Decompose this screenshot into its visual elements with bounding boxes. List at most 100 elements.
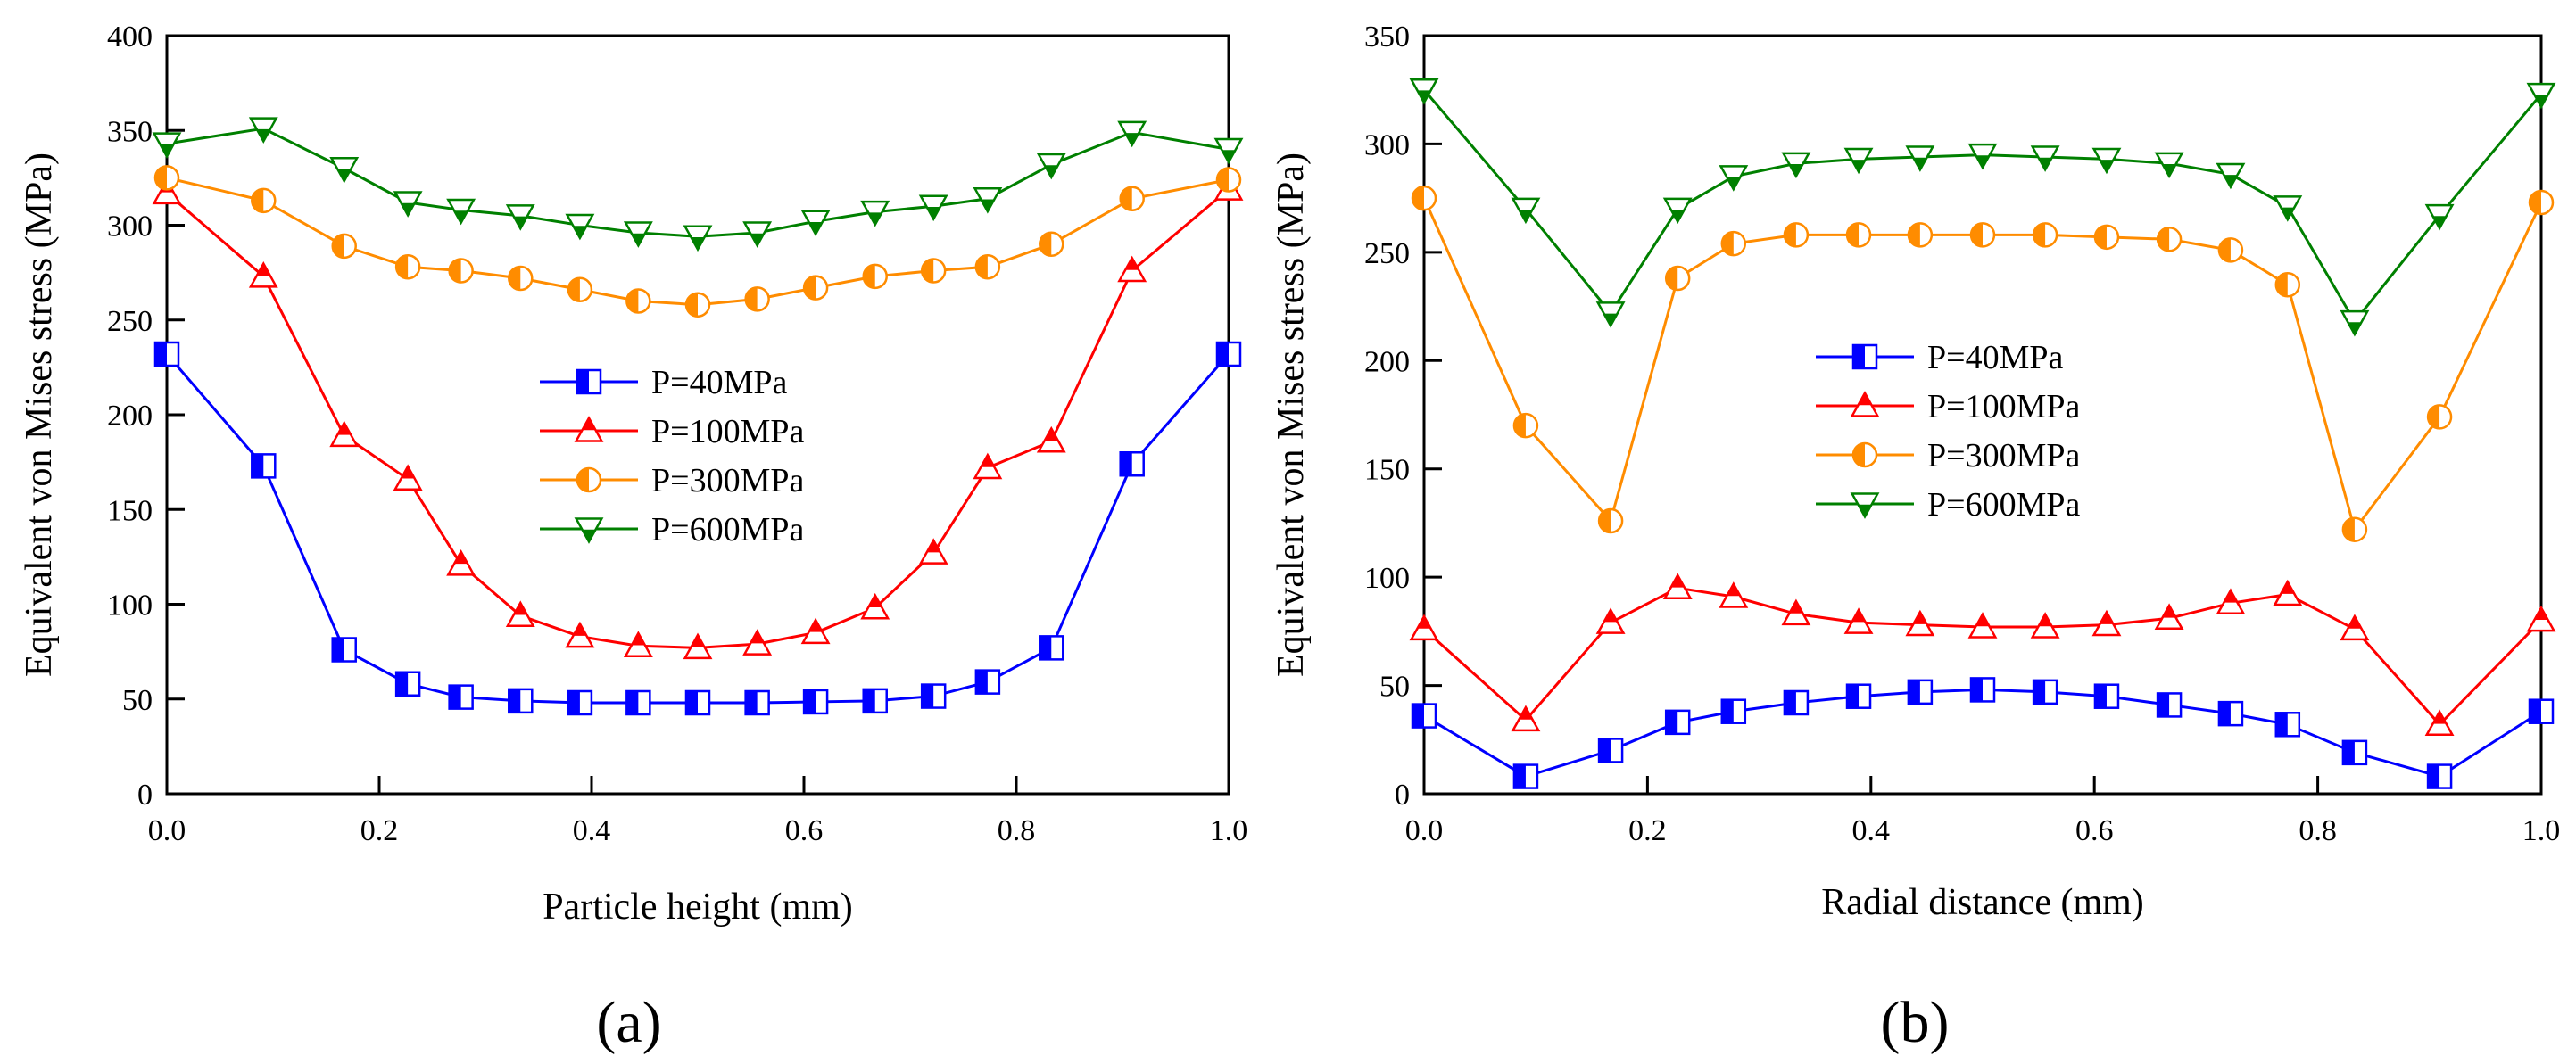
legend-item: P=40MPa [1816, 339, 2063, 376]
data-point [2340, 309, 2370, 337]
data-point [1843, 607, 1874, 634]
y-tick-label: 100 [1364, 562, 1410, 595]
data-point [1411, 703, 1437, 729]
data-point [331, 637, 357, 663]
data-point [2154, 603, 2184, 630]
data-point [1411, 185, 1437, 211]
x-tick-label: 0.8 [998, 814, 1036, 847]
data-point [1215, 341, 1242, 367]
data-point [505, 600, 535, 627]
data-point [1783, 689, 1810, 716]
x-tick-label: 1.0 [2522, 814, 2561, 847]
data-point [2424, 203, 2455, 231]
data-point [393, 464, 423, 491]
legend-item: P=300MPa [540, 462, 804, 499]
legend-label: P=600MPa [1927, 486, 2080, 524]
data-series [152, 117, 1244, 716]
legend-label: P=100MPa [1927, 388, 2080, 425]
data-point [152, 132, 182, 159]
data-point [2273, 195, 2303, 222]
data-point [2273, 579, 2303, 606]
data-point [1036, 425, 1066, 453]
data-point [2156, 227, 2183, 252]
data-point [1039, 231, 1064, 257]
data-point [393, 191, 423, 218]
y-tick-label: 300 [107, 210, 153, 243]
x-tick-label: 0.0 [1405, 814, 1444, 847]
data-point [683, 632, 713, 660]
data-point [1512, 763, 1539, 789]
data-point [1781, 598, 1811, 626]
data-point [565, 621, 595, 648]
data-point [2274, 712, 2301, 738]
data-point [744, 689, 770, 716]
data-point [802, 689, 829, 715]
y-tick-label: 350 [107, 115, 153, 148]
series-P300 [153, 165, 1242, 318]
data-point [153, 165, 180, 191]
data-point [2216, 588, 2246, 614]
data-point [248, 261, 278, 288]
legend-marker [574, 517, 604, 544]
y-tick-label: 100 [107, 590, 153, 623]
data-point [920, 683, 947, 709]
data-point [2156, 692, 2183, 718]
data-point [2340, 614, 2370, 641]
data-point [2424, 709, 2455, 736]
data-point [973, 187, 1003, 214]
x-tick-label: 0.8 [2299, 814, 2337, 847]
legend-item: P=40MPa [540, 364, 787, 401]
legend-label: P=100MPa [651, 413, 804, 450]
data-point [1719, 581, 1749, 608]
plot-frame [1422, 34, 2543, 796]
data-point [508, 688, 534, 714]
y-tick-label: 150 [107, 494, 153, 527]
y-tick-label: 250 [1364, 237, 1410, 270]
data-point [623, 221, 653, 248]
series-line [1422, 88, 2543, 325]
data-point [684, 689, 711, 716]
data-point [918, 538, 948, 565]
data-point [625, 689, 651, 716]
data-point [1511, 705, 1541, 732]
panel-label-b: (b) [1881, 990, 1950, 1055]
data-point [742, 221, 773, 248]
data-point [1597, 738, 1624, 763]
data-point [2526, 605, 2556, 632]
data-point [744, 286, 770, 312]
data-point [394, 254, 421, 280]
data-point [251, 453, 277, 479]
data-point [2216, 162, 2246, 190]
data-point [623, 631, 653, 657]
data-point [1036, 153, 1066, 180]
data-point [974, 669, 1001, 695]
data-point [1845, 222, 1872, 248]
y-tick-label: 0 [1395, 779, 1410, 812]
data-point [2154, 152, 2184, 179]
data-point [920, 258, 947, 284]
data-point [329, 420, 360, 448]
data-point [446, 198, 476, 226]
data-point [2426, 763, 2453, 789]
data-point [1215, 167, 1242, 193]
data-point [2030, 145, 2060, 172]
data-point [1720, 698, 1747, 724]
legend-marker [576, 368, 602, 395]
x-tick-label: 0.6 [785, 814, 824, 847]
data-point [248, 117, 278, 144]
legend-label: P=600MPa [651, 511, 804, 548]
y-tick-label: 50 [1379, 671, 1410, 704]
data-point [1595, 301, 1626, 328]
data-point [1664, 709, 1691, 736]
data-point [1845, 683, 1872, 709]
data-point [1597, 507, 1624, 534]
data-point [802, 275, 829, 301]
y-axis-title: Equivalent von Mises stress (MPa) [1271, 153, 1312, 677]
x-tick-label: 0.2 [1628, 814, 1667, 847]
y-tick-label: 400 [107, 21, 153, 54]
data-point [2528, 698, 2555, 724]
data-point [446, 549, 476, 576]
data-point [2341, 739, 2368, 766]
data-point [565, 213, 595, 241]
